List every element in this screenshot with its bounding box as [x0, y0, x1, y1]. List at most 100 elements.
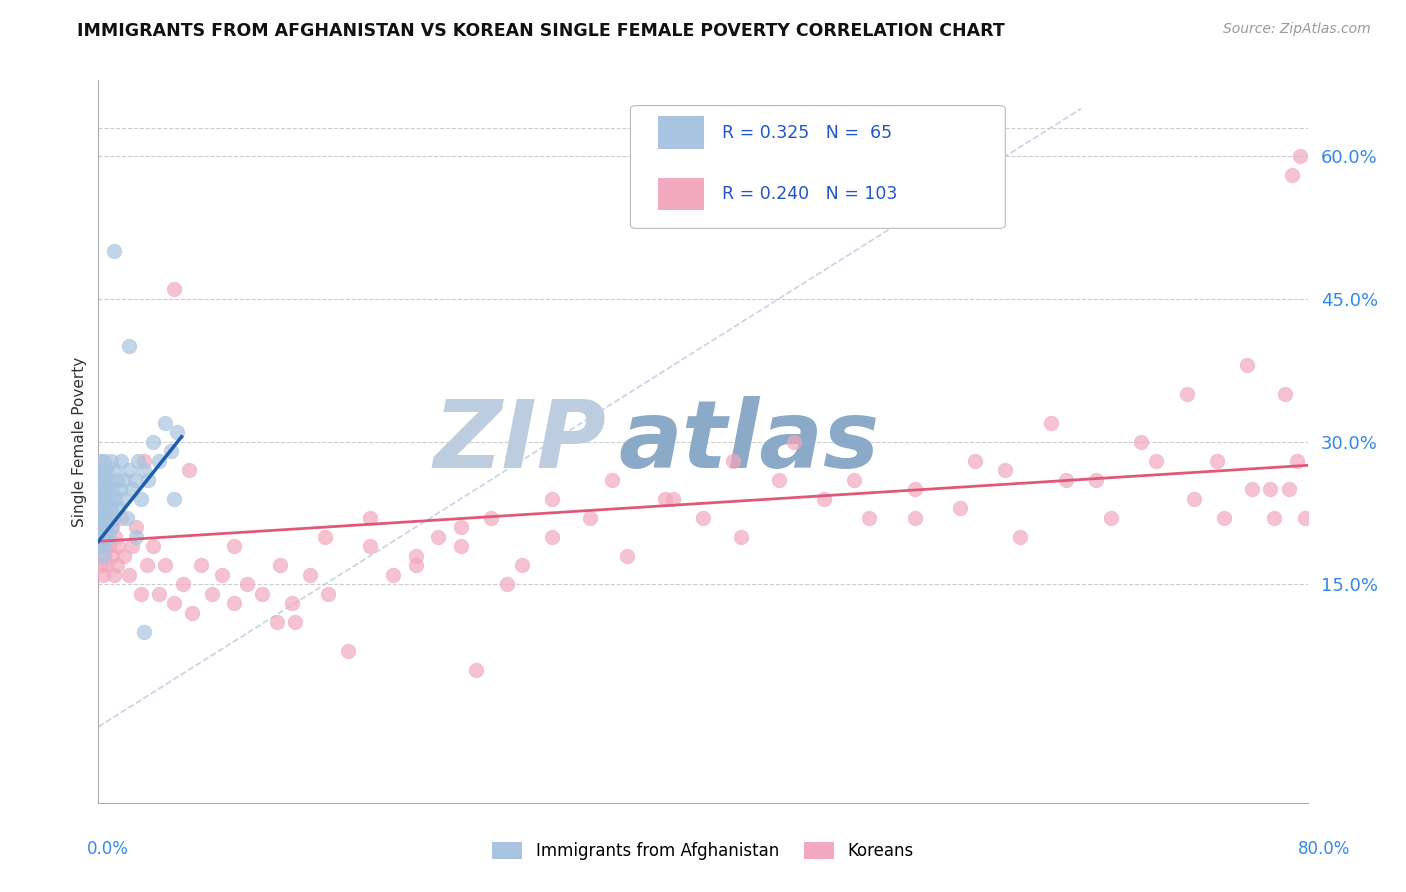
Point: [250, 587, 273, 601]
Point: [104, 491, 127, 506]
Point: [1258, 482, 1281, 496]
Point: [405, 549, 427, 563]
Point: [125, 530, 148, 544]
Bar: [658, 178, 704, 211]
Point: [1285, 453, 1308, 467]
Point: [730, 530, 752, 544]
Point: [450, 539, 472, 553]
Point: [314, 530, 336, 544]
FancyBboxPatch shape: [630, 105, 1005, 228]
Point: [93, 482, 115, 496]
Point: [1085, 473, 1108, 487]
Point: [98, 473, 121, 487]
Point: [91, 530, 114, 544]
Point: [153, 558, 176, 573]
Point: [90, 520, 112, 534]
Point: [540, 530, 562, 544]
Point: [124, 473, 146, 487]
Point: [91, 530, 114, 544]
Point: [450, 520, 472, 534]
Point: [100, 501, 122, 516]
Point: [904, 482, 927, 496]
Point: [89, 530, 111, 544]
Text: atlas: atlas: [619, 395, 880, 488]
Point: [166, 425, 188, 439]
Point: [107, 539, 129, 553]
Point: [94, 473, 117, 487]
Point: [103, 510, 125, 524]
Point: [994, 463, 1017, 477]
Text: R = 0.325   N =  65: R = 0.325 N = 65: [723, 124, 893, 142]
Point: [768, 473, 790, 487]
Point: [211, 567, 233, 582]
Point: [94, 530, 117, 544]
Point: [94, 491, 117, 506]
Point: [201, 587, 224, 601]
Point: [1144, 453, 1167, 467]
Point: [136, 473, 159, 487]
Point: [104, 530, 127, 544]
Bar: [658, 116, 704, 149]
Point: [1206, 453, 1229, 467]
Text: 80.0%: 80.0%: [1298, 840, 1350, 858]
Point: [101, 549, 124, 563]
Point: [132, 463, 155, 477]
Text: Source: ZipAtlas.com: Source: ZipAtlas.com: [1223, 22, 1371, 37]
Point: [692, 510, 714, 524]
Point: [107, 501, 129, 516]
Legend: Immigrants from Afghanistan, Koreans: Immigrants from Afghanistan, Koreans: [485, 835, 921, 867]
Point: [360, 539, 382, 553]
Point: [1278, 482, 1301, 496]
Point: [181, 606, 204, 620]
Point: [91, 491, 114, 506]
Point: [163, 491, 186, 506]
Point: [89, 539, 111, 553]
Point: [844, 473, 866, 487]
Point: [1175, 387, 1198, 401]
Point: [578, 510, 600, 524]
Point: [93, 539, 115, 553]
Point: [93, 520, 115, 534]
Point: [101, 482, 124, 496]
Point: [299, 567, 322, 582]
Point: [96, 530, 118, 544]
Point: [405, 558, 427, 573]
Point: [91, 510, 114, 524]
Point: [103, 244, 125, 259]
Point: [89, 482, 111, 496]
Point: [163, 282, 186, 296]
Point: [101, 520, 124, 534]
Point: [360, 510, 382, 524]
Point: [316, 587, 339, 601]
Text: IMMIGRANTS FROM AFGHANISTAN VS KOREAN SINGLE FEMALE POVERTY CORRELATION CHART: IMMIGRANTS FROM AFGHANISTAN VS KOREAN SI…: [77, 22, 1005, 40]
Point: [813, 491, 835, 506]
Point: [90, 558, 112, 573]
Point: [98, 530, 121, 544]
Point: [602, 473, 624, 487]
Point: [382, 567, 405, 582]
Point: [96, 510, 118, 524]
Point: [783, 434, 806, 449]
Point: [127, 453, 149, 467]
Point: [115, 510, 138, 524]
Point: [112, 549, 135, 563]
Point: [90, 453, 112, 467]
Point: [1281, 169, 1303, 183]
Point: [108, 482, 131, 496]
Point: [142, 539, 165, 553]
Point: [949, 501, 972, 516]
Point: [723, 453, 745, 467]
Point: [89, 463, 111, 477]
Point: [190, 558, 212, 573]
Point: [129, 587, 152, 601]
Point: [90, 491, 112, 506]
Point: [616, 549, 638, 563]
Point: [91, 567, 114, 582]
Point: [112, 473, 135, 487]
Point: [160, 444, 183, 458]
Point: [427, 530, 450, 544]
Y-axis label: Single Female Poverty: Single Female Poverty: [72, 357, 87, 526]
Point: [121, 539, 143, 553]
Point: [94, 463, 117, 477]
Point: [96, 558, 118, 573]
